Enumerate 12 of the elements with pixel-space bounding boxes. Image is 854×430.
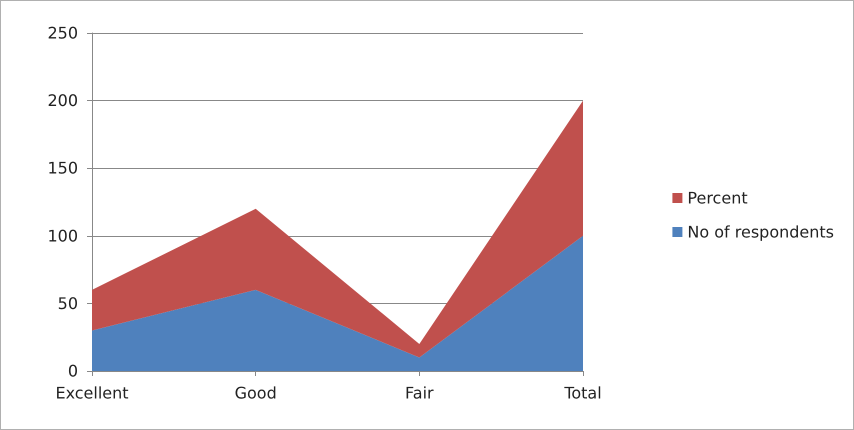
y-tick-label: 150 (47, 158, 78, 178)
y-tick-label: 200 (47, 91, 78, 110)
x-tick-label: Good (234, 384, 277, 402)
x-tick-label: Fair (405, 384, 434, 402)
x-tick-label: Excellent (55, 384, 129, 402)
y-tick-label: 50 (58, 294, 78, 313)
y-tick-label: 100 (47, 226, 78, 246)
y-tick-label: 0 (68, 362, 78, 380)
y-tick-label: 250 (47, 24, 78, 42)
legend-label: Percent (687, 188, 748, 208)
x-tick-label: Total (563, 384, 602, 402)
legend-label: No of respondents (687, 222, 834, 242)
